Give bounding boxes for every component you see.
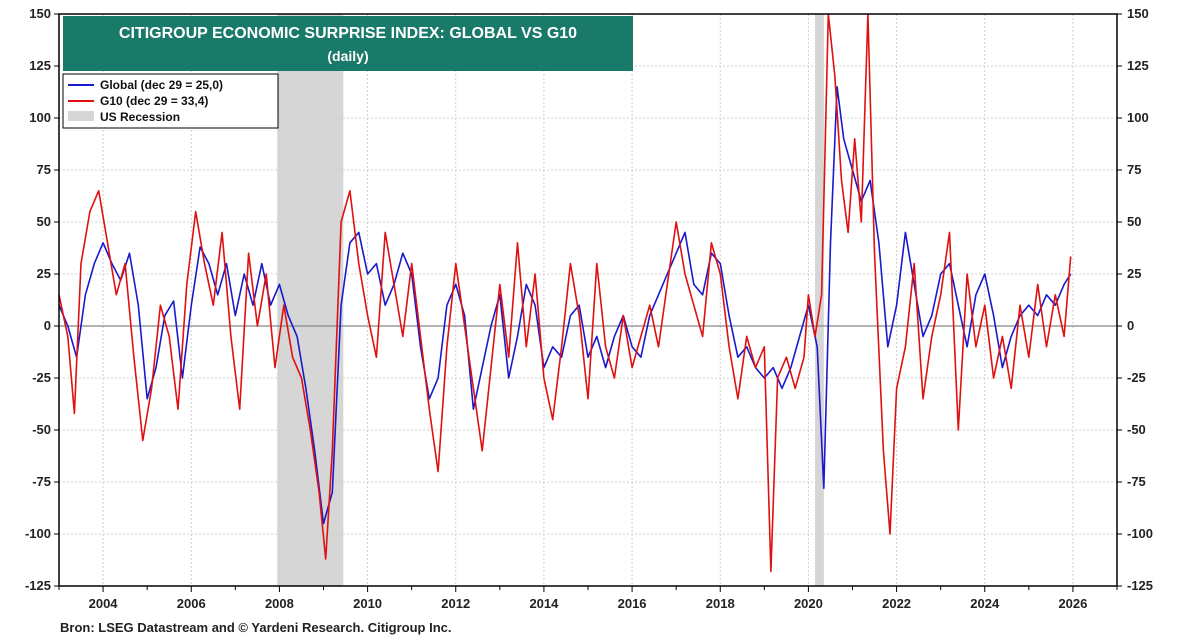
ytick-label-right: 25 [1127,266,1141,281]
ytick-label-right: -100 [1127,526,1153,541]
ytick-label-left: 75 [37,162,51,177]
ytick-label-right: -50 [1127,422,1146,437]
ytick-label-right: 125 [1127,58,1149,73]
ytick-label-right: -125 [1127,578,1153,593]
xtick-label-2026: 2026 [1058,596,1087,611]
ytick-label-left: 100 [29,110,51,125]
ytick-label-right: 50 [1127,214,1141,229]
xtick-label-2020: 2020 [794,596,823,611]
series-line-0 [58,86,1072,525]
ytick-label-left: 150 [29,6,51,21]
chart-subtitle: (daily) [327,48,368,64]
xtick-label-2022: 2022 [882,596,911,611]
ytick-label-right: 100 [1127,110,1149,125]
xtick-label-2016: 2016 [618,596,647,611]
ytick-label-right: 0 [1127,318,1134,333]
xtick-label-2012: 2012 [441,596,470,611]
recession-band-0 [277,14,344,586]
xtick-label-2014: 2014 [529,596,559,611]
ytick-label-left: 50 [37,214,51,229]
title-box: CITIGROUP ECONOMIC SURPRISE INDEX: GLOBA… [63,16,633,71]
chart-title: CITIGROUP ECONOMIC SURPRISE INDEX: GLOBA… [119,25,577,42]
ytick-label-right: 75 [1127,162,1141,177]
ytick-label-left: -75 [32,474,51,489]
ytick-label-left: -25 [32,370,51,385]
ytick-label-left: 125 [29,58,51,73]
xtick-label-2004: 2004 [89,596,119,611]
x-axis: 2004 2006 2008 2010 2012 2014 2016 2018 2020 2022… [58,586,1118,611]
recession-band-1 [815,14,824,586]
series-line-1 [58,13,1072,573]
ytick-label-right: 150 [1127,6,1149,21]
ytick-label-right: -25 [1127,370,1146,385]
ytick-label-right: -75 [1127,474,1146,489]
xtick-label-2018: 2018 [706,596,735,611]
legend-swatch-recession [68,111,94,121]
ytick-label-left: -100 [25,526,51,541]
ytick-label-left: 25 [37,266,51,281]
ytick-label-left: -50 [32,422,51,437]
xtick-label-2024: 2024 [970,596,1000,611]
source-note: Bron: LSEG Datastream and © Yardeni Rese… [60,620,452,635]
recession-shading [277,14,824,586]
xtick-label-2008: 2008 [265,596,294,611]
xtick-label-2006: 2006 [177,596,206,611]
y-axis-left: 150 125 100 75 50 25 0 -25 -50 -75 -100 -125 [25,6,59,593]
xtick-label-2010: 2010 [353,596,382,611]
ytick-label-left: 0 [44,318,51,333]
legend-label-recession: US Recession [100,110,180,124]
legend-label-g10: G10 (dec 29 = 33,4) [100,94,208,108]
series-lines [58,13,1072,573]
legend-label-global: Global (dec 29 = 25,0) [100,78,223,92]
legend: Global (dec 29 = 25,0) G10 (dec 29 = 33,… [62,73,279,129]
y-axis-right: 150 125 100 75 50 25 0 -25 -50 -75 -100 -125 [1117,6,1153,593]
ytick-label-left: -125 [25,578,51,593]
